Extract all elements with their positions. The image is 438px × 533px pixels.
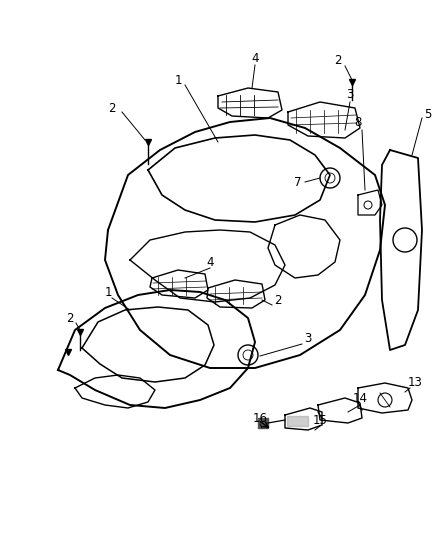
Polygon shape bbox=[258, 418, 268, 428]
Text: 1: 1 bbox=[174, 74, 182, 86]
Polygon shape bbox=[287, 416, 308, 426]
Text: 7: 7 bbox=[294, 175, 302, 189]
Text: 14: 14 bbox=[353, 392, 367, 405]
Text: 13: 13 bbox=[408, 376, 422, 389]
Text: 8: 8 bbox=[354, 116, 362, 128]
Text: 4: 4 bbox=[251, 52, 259, 64]
Text: 2: 2 bbox=[108, 101, 116, 115]
Text: 1: 1 bbox=[104, 286, 112, 298]
Text: 5: 5 bbox=[424, 109, 432, 122]
Text: 15: 15 bbox=[313, 414, 328, 426]
Text: 3: 3 bbox=[304, 332, 312, 344]
Text: 2: 2 bbox=[274, 294, 282, 306]
Text: 2: 2 bbox=[334, 53, 342, 67]
Text: 4: 4 bbox=[206, 255, 214, 269]
Text: 16: 16 bbox=[252, 411, 268, 424]
Text: 2: 2 bbox=[66, 311, 74, 325]
Text: 3: 3 bbox=[346, 88, 354, 101]
